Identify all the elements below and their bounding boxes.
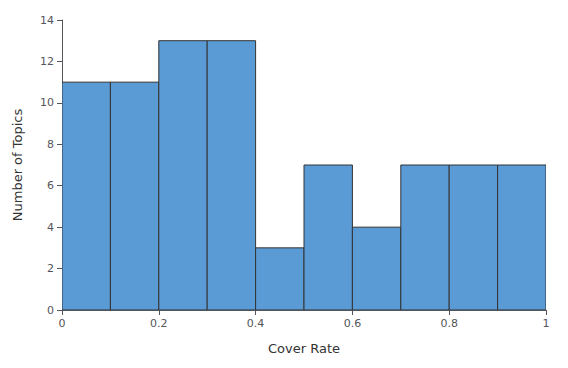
- svg-text:12: 12: [40, 55, 54, 68]
- svg-text:0.4: 0.4: [247, 317, 265, 330]
- svg-text:0.2: 0.2: [150, 317, 168, 330]
- svg-text:6: 6: [47, 179, 54, 192]
- svg-text:10: 10: [40, 96, 54, 109]
- svg-text:4: 4: [47, 221, 54, 234]
- svg-text:Cover Rate: Cover Rate: [268, 341, 340, 356]
- svg-text:14: 14: [40, 14, 54, 27]
- svg-text:1: 1: [543, 317, 550, 330]
- svg-text:0.6: 0.6: [344, 317, 362, 330]
- svg-text:0: 0: [59, 317, 66, 330]
- svg-text:2: 2: [47, 262, 54, 275]
- svg-text:8: 8: [47, 138, 54, 151]
- svg-text:Number of Topics: Number of Topics: [10, 109, 25, 222]
- svg-text:0: 0: [47, 304, 54, 317]
- svg-text:0.8: 0.8: [440, 317, 458, 330]
